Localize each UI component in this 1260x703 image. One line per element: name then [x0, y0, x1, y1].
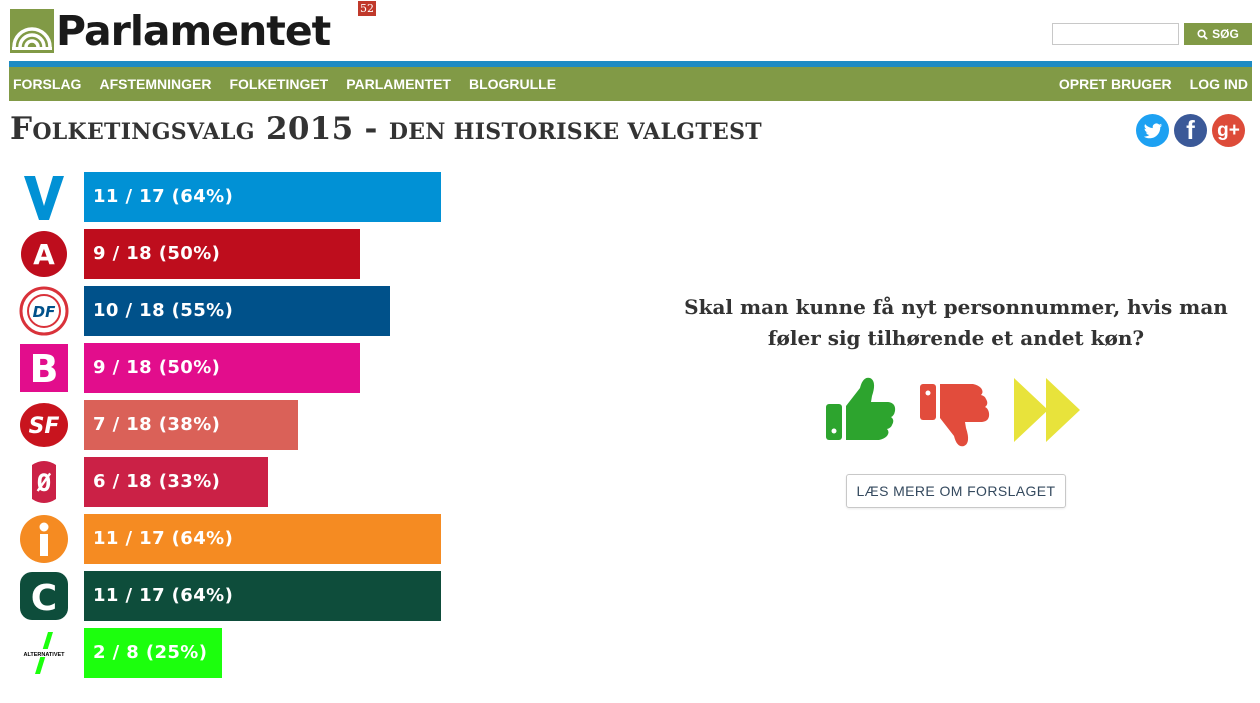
result-bar: [84, 571, 441, 621]
result-bar: [84, 343, 360, 393]
result-bar: [84, 628, 222, 678]
result-bar: [84, 286, 390, 336]
result-label: 11 / 17 (64%): [93, 186, 234, 207]
result-row-b: B 9 / 18 (50%): [18, 343, 458, 393]
main-nav: FORSLAG AFSTEMNINGER FOLKETINGET PARLAME…: [9, 67, 1252, 101]
svg-text:DF: DF: [33, 303, 56, 321]
result-label: 11 / 17 (64%): [93, 585, 234, 606]
logo-badge: 52: [358, 1, 376, 16]
result-bar: [84, 172, 441, 222]
facebook-icon[interactable]: f: [1174, 114, 1207, 147]
venstre-logo-icon: [18, 172, 70, 222]
read-more-button[interactable]: LÆS MERE OM FORSLAGET: [846, 474, 1066, 508]
search-icon: [1197, 28, 1208, 40]
svg-text:A: A: [33, 238, 55, 271]
result-label: 11 / 17 (64%): [93, 528, 234, 549]
search-form: SØG: [1052, 23, 1252, 45]
nav-folketinget[interactable]: FOLKETINGET: [229, 76, 329, 92]
svg-text:ALTERNATIVET: ALTERNATIVET: [23, 652, 65, 658]
result-bar: [84, 457, 268, 507]
nav-parlamentet[interactable]: PARLAMENTET: [346, 76, 451, 92]
svg-text:SF: SF: [29, 414, 60, 439]
header-stripe: [9, 61, 1252, 67]
result-bar: [84, 400, 298, 450]
liberal-alliance-logo-icon: [18, 514, 70, 564]
socialdemokratiet-logo-icon: A: [18, 229, 70, 279]
search-button-label: SØG: [1212, 27, 1239, 41]
result-label: 2 / 8 (25%): [93, 642, 208, 663]
result-label: 9 / 18 (50%): [93, 243, 221, 264]
result-row-sf: SF 7 / 18 (38%): [18, 400, 458, 450]
search-button[interactable]: SØG: [1184, 23, 1252, 45]
nav-afstemninger[interactable]: AFSTEMNINGER: [99, 76, 212, 92]
thumbs-up-icon[interactable]: [824, 374, 898, 446]
dansk-folkeparti-logo-icon: DF: [18, 286, 70, 336]
site-logo[interactable]: Parlamentet: [10, 7, 331, 55]
site-name: Parlamentet: [56, 7, 331, 55]
sf-logo-icon: SF: [18, 400, 70, 450]
result-row-i: 11 / 17 (64%): [18, 514, 458, 564]
konservative-logo-icon: C: [18, 571, 70, 621]
svg-text:B: B: [30, 347, 59, 391]
twitter-icon[interactable]: [1136, 114, 1169, 147]
result-row-alternativet: ALTERNATIVET 2 / 8 (25%): [18, 628, 458, 678]
proposal-question: Skal man kunne få nyt personnummer, hvis…: [684, 295, 1228, 350]
svg-text:Ø: Ø: [36, 469, 52, 497]
vote-actions: [824, 372, 1084, 452]
result-row-df: DF 10 / 18 (55%): [18, 286, 458, 336]
enhedslisten-logo-icon: Ø: [18, 457, 70, 507]
page-title: FOLKETINGSVALG 2015 - DEN HISTORISKE VAL…: [10, 111, 762, 147]
nav-forslag[interactable]: FORSLAG: [13, 76, 82, 92]
parliament-logo-icon: [10, 9, 54, 53]
result-label: 6 / 18 (33%): [93, 471, 221, 492]
nav-blogrulle[interactable]: BLOGRULLE: [468, 76, 557, 92]
result-row-o: Ø 6 / 18 (33%): [18, 457, 458, 507]
result-bar: [84, 514, 441, 564]
svg-text:C: C: [31, 578, 57, 619]
google-plus-icon[interactable]: g+: [1212, 114, 1245, 147]
result-bar: [84, 229, 360, 279]
nav-register[interactable]: OPRET BRUGER: [1058, 76, 1172, 92]
result-row-a: A 9 / 18 (50%): [18, 229, 458, 279]
radikale-logo-icon: B: [18, 343, 70, 393]
alternativet-logo-icon: ALTERNATIVET: [18, 628, 70, 678]
skip-forward-icon[interactable]: [1012, 376, 1082, 444]
result-label: 7 / 18 (38%): [93, 414, 221, 435]
result-row-c: C 11 / 17 (64%): [18, 571, 458, 621]
search-input[interactable]: [1052, 23, 1179, 45]
result-row-v: 11 / 17 (64%): [18, 172, 458, 222]
social-share: f g+: [1136, 114, 1245, 147]
result-label: 10 / 18 (55%): [93, 300, 234, 321]
result-label: 9 / 18 (50%): [93, 357, 221, 378]
nav-login[interactable]: LOG IND: [1189, 76, 1248, 92]
thumbs-down-icon[interactable]: [918, 380, 992, 452]
